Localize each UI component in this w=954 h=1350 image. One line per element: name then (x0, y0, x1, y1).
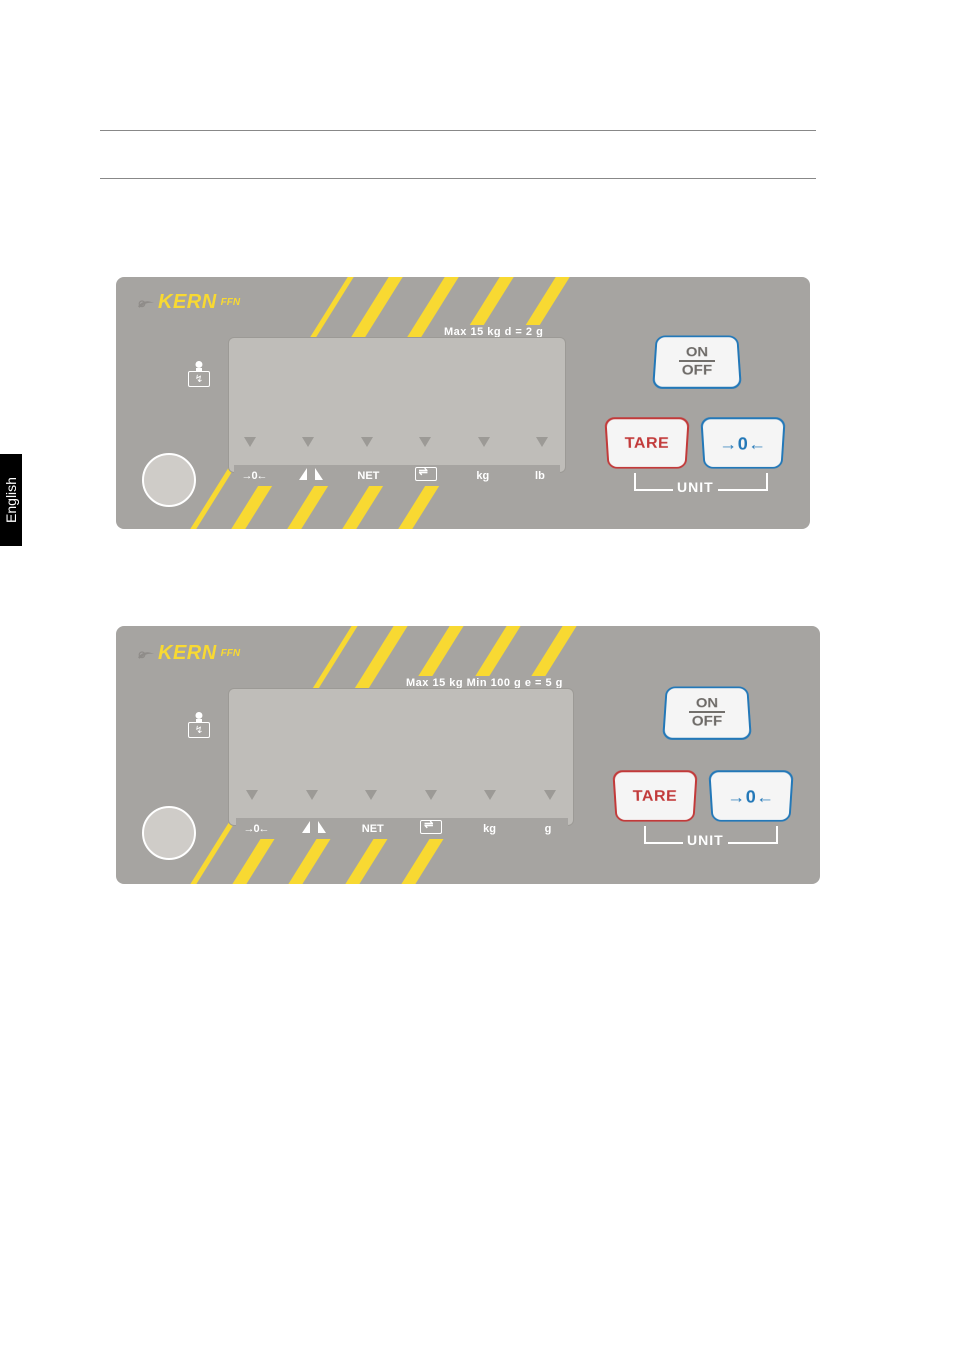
indicator-triangle-0 (246, 790, 258, 800)
unit-label: UNIT (673, 479, 718, 495)
zero-button[interactable]: →0← (700, 417, 786, 468)
battery-icon: ●↯ (186, 710, 212, 740)
indicator-triangle-3 (419, 437, 431, 447)
language-label: English (3, 477, 19, 523)
rule-top (100, 130, 816, 131)
rule-bottom (100, 178, 816, 179)
indicator-triangle-4 (478, 437, 490, 447)
indicator-row (246, 790, 556, 800)
label-kg: kg (470, 823, 510, 835)
tare-button[interactable]: TARE (612, 770, 698, 821)
zero-button[interactable]: →0← (708, 770, 794, 821)
indicator-triangle-0 (244, 437, 256, 447)
indicator-triangle-3 (425, 790, 437, 800)
swoosh-icon: Q (136, 295, 156, 311)
lcd-display (228, 337, 566, 473)
label-NET: NET (353, 823, 393, 835)
label-hold-icon (411, 820, 451, 837)
indicator-triangle-4 (484, 790, 496, 800)
logo-text: KERN (158, 291, 217, 314)
indicator-triangle-1 (306, 790, 318, 800)
indicator-triangle-2 (365, 790, 377, 800)
panel-b: QKERNFFNMax 15 kg Min 100 g e = 5 g→0←NE… (116, 626, 820, 884)
unit-label: UNIT (683, 832, 728, 848)
on-off-button[interactable]: ON OFF (652, 335, 742, 388)
on-off-button[interactable]: ON OFF (662, 686, 752, 739)
logo-sub: FFN (221, 648, 240, 659)
swoosh-icon: Q (136, 646, 156, 662)
logo: Q KERN FFN (134, 289, 246, 316)
off-label: OFF (692, 714, 723, 729)
language-tab: English (0, 454, 22, 546)
logo: Q KERN FFN (134, 640, 246, 667)
svg-text:Q: Q (140, 301, 143, 306)
logo-sub: FFN (221, 297, 240, 308)
label-kg: kg (463, 470, 503, 482)
tare-button[interactable]: TARE (604, 417, 690, 468)
label-g: g (528, 823, 568, 835)
indicator-triangle-1 (302, 437, 314, 447)
label-row: →0← NET kg g (236, 818, 568, 839)
panel-a: QKERNFFNMax 15 kg d = 2 g→0←NETkglb●↯ONO… (116, 277, 810, 529)
label-stable-icon (291, 468, 331, 483)
lcd-display (228, 688, 574, 826)
bubble-level (142, 453, 196, 507)
label-row: →0← NET kg lb (234, 465, 560, 486)
bubble-level (142, 806, 196, 860)
off-label: OFF (682, 363, 713, 378)
label-NET: NET (348, 470, 388, 482)
label-lb: lb (520, 470, 560, 482)
on-label: ON (686, 345, 708, 359)
indicator-row (244, 437, 548, 447)
indicator-triangle-5 (544, 790, 556, 800)
svg-text:Q: Q (140, 652, 143, 657)
battery-icon: ●↯ (186, 359, 212, 389)
indicator-triangle-5 (536, 437, 548, 447)
label-hold-icon (406, 467, 446, 484)
logo-text: KERN (158, 642, 217, 665)
indicator-triangle-2 (361, 437, 373, 447)
on-label: ON (696, 696, 718, 710)
key-row: TARE→0← (606, 417, 784, 471)
label-stable-icon (294, 821, 334, 836)
label-zero-icon: →0← (234, 470, 274, 482)
label-zero-icon: →0← (236, 823, 276, 835)
key-row: TARE→0← (614, 770, 792, 824)
